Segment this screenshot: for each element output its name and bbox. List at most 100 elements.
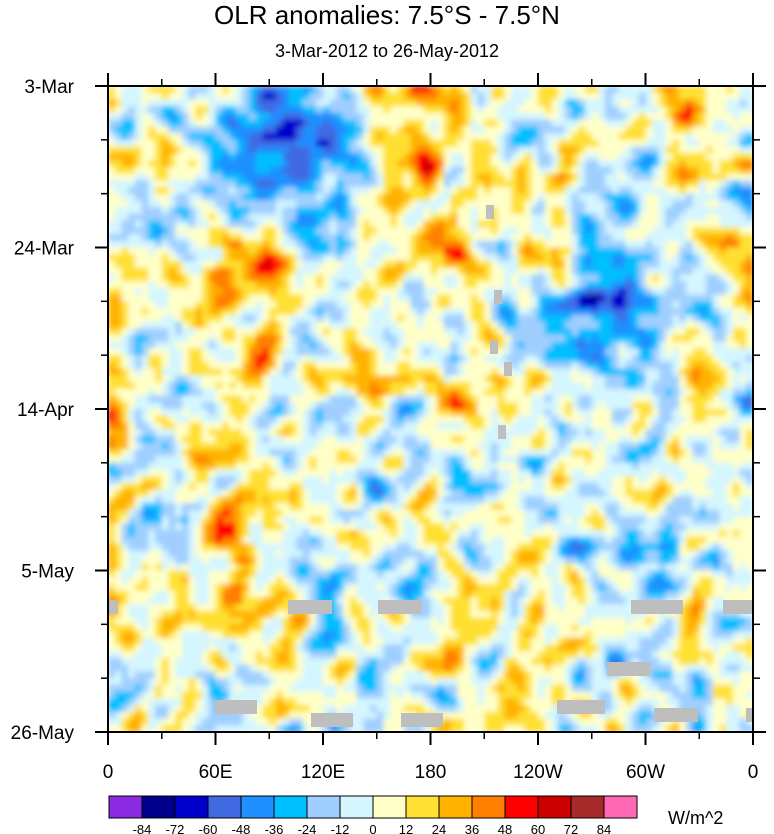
field-cell xyxy=(504,213,512,222)
field-cell xyxy=(726,220,734,228)
field-cell xyxy=(370,355,378,363)
field-cell xyxy=(390,173,398,181)
field-cell xyxy=(443,254,452,262)
field-cell xyxy=(430,301,438,309)
field-cell xyxy=(430,207,438,215)
field-cell xyxy=(571,207,579,215)
field-cell xyxy=(423,220,432,228)
field-cell xyxy=(363,375,371,383)
field-cell xyxy=(235,112,243,121)
field-cell xyxy=(417,99,425,107)
field-cell xyxy=(538,314,546,323)
field-cell xyxy=(585,355,593,363)
field-cell xyxy=(746,267,753,276)
field-cell xyxy=(585,220,593,228)
field-cell xyxy=(168,375,176,383)
field-cell xyxy=(739,207,747,215)
field-cell xyxy=(128,166,136,175)
field-cell xyxy=(551,166,559,175)
field-cell xyxy=(356,227,364,235)
field-cell xyxy=(215,355,223,363)
field-cell xyxy=(564,415,573,424)
field-cell xyxy=(497,388,506,397)
field-cell xyxy=(638,308,647,316)
field-cell xyxy=(544,361,553,370)
field-cell xyxy=(108,86,116,94)
field-cell xyxy=(356,92,364,101)
field-cell xyxy=(544,180,553,188)
field-cell xyxy=(249,287,257,296)
field-cell xyxy=(618,260,626,269)
field-cell xyxy=(457,227,465,235)
field-cell xyxy=(470,415,479,424)
field-cell xyxy=(591,341,600,350)
field-cell xyxy=(739,139,747,148)
field-cell xyxy=(638,186,647,195)
field-cell xyxy=(705,348,714,356)
field-cell xyxy=(269,361,277,370)
field-cell xyxy=(275,341,284,350)
field-cell xyxy=(403,375,411,383)
field-cell xyxy=(363,160,371,168)
field-cell xyxy=(544,254,553,262)
field-cell xyxy=(302,402,311,410)
field-cell xyxy=(403,341,411,350)
field-cell xyxy=(692,173,700,181)
field-cell xyxy=(121,139,129,148)
field-cell xyxy=(551,375,559,383)
field-cell xyxy=(632,254,640,262)
field-cell xyxy=(618,402,626,410)
field-cell xyxy=(316,193,324,201)
field-cell xyxy=(363,247,371,255)
field-cell xyxy=(477,429,485,437)
field-cell xyxy=(658,247,667,255)
field-cell xyxy=(658,213,667,222)
field-cell xyxy=(423,281,432,289)
field-cell xyxy=(356,160,364,168)
field-cell xyxy=(645,240,653,249)
field-cell xyxy=(470,348,479,356)
field-cell xyxy=(208,260,217,269)
field-cell xyxy=(316,240,324,249)
field-cell xyxy=(464,368,472,376)
field-cell xyxy=(746,92,753,101)
field-cell xyxy=(618,213,626,222)
field-cell xyxy=(222,361,230,370)
field-cell xyxy=(571,193,579,201)
field-cell xyxy=(222,328,230,336)
field-cell xyxy=(538,422,546,430)
field-cell xyxy=(490,334,499,343)
field-cell xyxy=(470,328,479,336)
field-cell xyxy=(524,301,532,309)
field-cell xyxy=(161,126,170,134)
field-cell xyxy=(578,361,586,370)
field-cell xyxy=(578,213,586,222)
field-cell xyxy=(437,160,445,168)
field-cell xyxy=(611,361,620,370)
field-cell xyxy=(531,355,539,363)
field-cell xyxy=(148,153,156,161)
field-cell xyxy=(618,180,626,188)
field-cell xyxy=(665,281,673,289)
field-cell xyxy=(383,328,391,336)
field-cell xyxy=(349,361,358,370)
field-cell xyxy=(128,388,136,397)
field-cell xyxy=(262,112,270,121)
field-cell xyxy=(443,422,452,430)
field-cell xyxy=(249,375,257,383)
field-cell xyxy=(490,361,499,370)
field-cell xyxy=(128,355,136,363)
field-cell xyxy=(645,260,653,269)
field-cell xyxy=(544,382,553,390)
field-cell xyxy=(739,254,747,262)
field-cell xyxy=(585,422,593,430)
field-cell xyxy=(262,382,270,390)
field-cell xyxy=(544,294,553,302)
field-cell xyxy=(450,409,458,417)
field-cell xyxy=(108,334,116,343)
field-cell xyxy=(383,422,391,430)
field-cell xyxy=(114,92,123,101)
field-cell xyxy=(222,126,230,134)
field-cell xyxy=(155,395,163,403)
field-cell xyxy=(336,213,344,222)
